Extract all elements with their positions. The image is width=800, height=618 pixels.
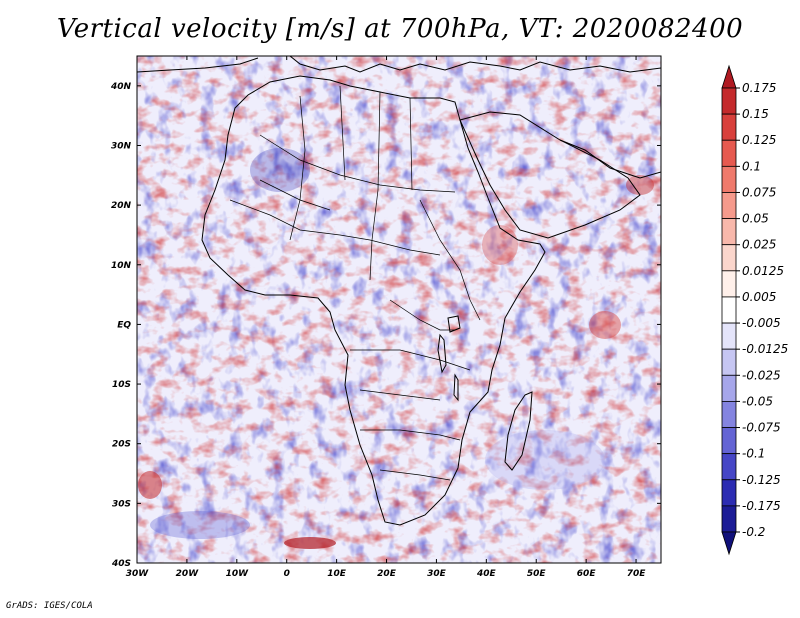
madagascar-coastline xyxy=(504,391,533,471)
colorbar-segment xyxy=(721,479,737,507)
map-title: Vertical velocity [m/s] at 700hPa, VT: 2… xyxy=(56,14,744,44)
x-tick-label: 30W xyxy=(126,569,150,579)
colorbar-label: 0.025 xyxy=(742,238,776,252)
colorbar-label: 0.1 xyxy=(742,159,761,173)
colorbar-segment xyxy=(721,374,737,402)
y-tick-label: 40N xyxy=(110,82,132,92)
x-axis: 30W 20W 10W 0 10E 20E 30E 40E 50E 60E 70E xyxy=(126,56,646,579)
y-tick-label: 30N xyxy=(111,141,132,151)
y-tick-label: 10N xyxy=(111,261,132,271)
y-tick-label: 40S xyxy=(111,559,131,569)
colorbar-segment xyxy=(721,113,737,141)
colorbar-label: -0.025 xyxy=(742,368,781,382)
colorbar-label: -0.125 xyxy=(742,473,781,487)
x-tick-label: 20E xyxy=(377,569,397,579)
colorbar-label: -0.005 xyxy=(742,316,781,330)
colorbar-label: 0.005 xyxy=(742,290,776,304)
x-tick-label: 60E xyxy=(577,569,597,579)
colorbar-segment xyxy=(721,218,737,246)
colorbar-label: -0.0125 xyxy=(742,342,788,356)
colorbar-segment xyxy=(721,401,737,428)
arabia-coastline xyxy=(459,111,641,239)
colorbar-segment xyxy=(721,87,737,115)
colorbar-label: -0.05 xyxy=(742,394,773,408)
x-tick-label: 10E xyxy=(327,569,347,579)
y-tick-label: 30S xyxy=(112,499,131,509)
persian-gulf-coast xyxy=(559,139,661,179)
colorbar-label: -0.1 xyxy=(742,447,765,461)
colorbar-bottom-arrow xyxy=(721,531,737,556)
country-borders xyxy=(229,85,481,481)
y-axis: 40N 30N 20N 10N EQ 10S 20S 30S 40S xyxy=(110,82,661,569)
lake-victoria xyxy=(447,315,461,333)
y-tick-label: 20S xyxy=(112,440,131,450)
colorbar-label: -0.2 xyxy=(742,525,765,539)
lake-tanganyika xyxy=(437,333,447,374)
grads-credit: GrADS: IGES/COLA xyxy=(6,601,93,611)
y-tick-label: EQ xyxy=(117,320,131,330)
colorbar-segment xyxy=(721,427,737,455)
colorbar-label: 0.175 xyxy=(742,81,776,95)
y-tick-label: 10S xyxy=(112,380,131,390)
x-tick-label: 20W xyxy=(176,569,200,579)
colorbar-segment xyxy=(721,296,737,324)
map-frame xyxy=(136,55,662,564)
colorbar-segment xyxy=(721,139,737,167)
colorbar-segment xyxy=(721,244,737,272)
colorbar-label: -0.175 xyxy=(742,499,781,513)
africa-coastline xyxy=(201,75,546,526)
coastlines xyxy=(137,56,661,526)
colorbar-label: 0.125 xyxy=(742,133,776,147)
colorbar-segment xyxy=(721,270,737,298)
colorbar-top-arrow xyxy=(721,64,737,89)
colorbar-label: 0.075 xyxy=(742,185,776,199)
colorbar-label: 0.0125 xyxy=(742,264,784,278)
europe-coastline xyxy=(137,56,661,73)
colorbar-label: -0.075 xyxy=(742,421,781,435)
x-tick-label: 70E xyxy=(627,569,647,579)
x-tick-label: 0 xyxy=(284,569,290,579)
x-tick-label: 40E xyxy=(476,569,497,579)
colorbar-segment xyxy=(721,348,737,376)
colorbar-segment xyxy=(721,505,737,533)
colorbar-label: 0.05 xyxy=(742,212,769,226)
colorbar-label: 0.15 xyxy=(742,107,769,121)
colorbar-segment xyxy=(721,165,737,193)
colorbar-segment xyxy=(721,192,737,219)
colorbar-segment xyxy=(721,322,737,350)
x-tick-label: 50E xyxy=(527,569,547,579)
y-tick-label: 20N xyxy=(111,201,132,211)
colorbar-segment xyxy=(721,453,737,481)
velocity-field xyxy=(137,56,661,563)
colorbar: 0.175 0.15 0.125 0.1 0.075 0.05 0.025 0.0125 0.0… xyxy=(721,64,788,556)
x-tick-label: 30E xyxy=(427,569,447,579)
lake-malawi xyxy=(453,373,459,402)
x-tick-label: 10W xyxy=(226,569,250,579)
